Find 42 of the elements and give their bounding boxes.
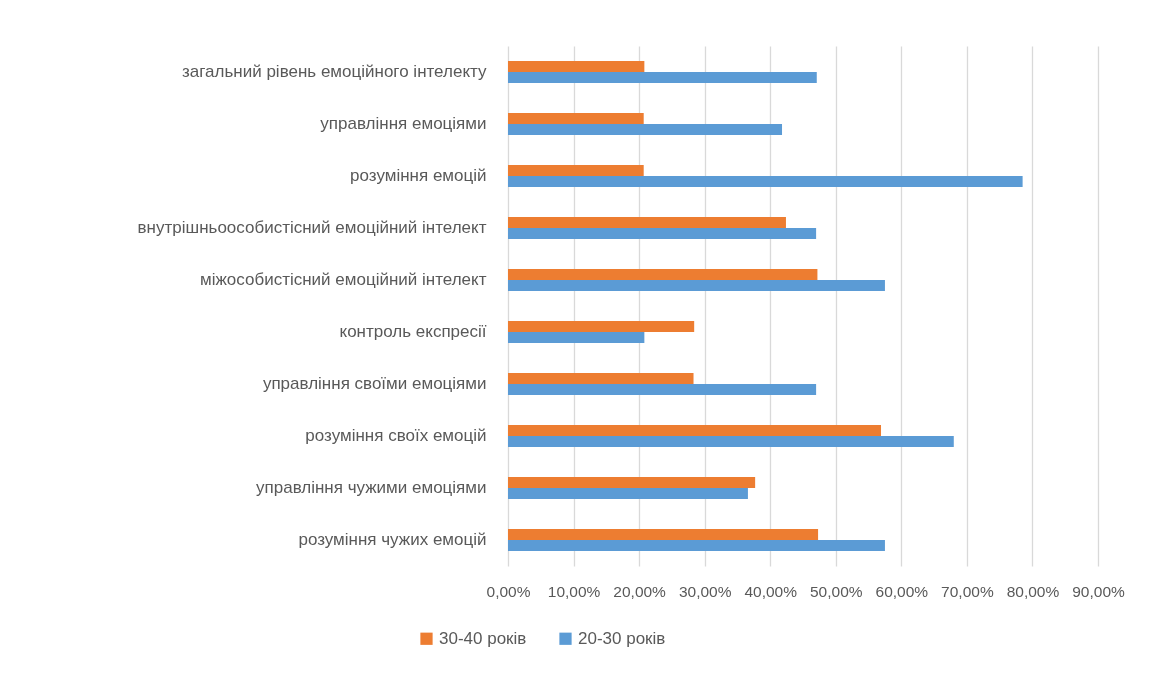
y-tick-label: управління емоціями [320, 114, 487, 133]
bar [508, 321, 695, 332]
bar [508, 269, 818, 280]
bar [508, 217, 786, 228]
y-tick-label: розуміння своїх емоцій [305, 426, 487, 445]
y-tick-label: розуміння емоцій [350, 166, 487, 185]
bar [508, 436, 954, 447]
bar [508, 61, 645, 72]
bar [508, 113, 644, 124]
bar [508, 477, 756, 488]
x-tick-label: 90,00% [1072, 582, 1125, 600]
x-tick-label: 70,00% [941, 582, 994, 600]
bar [508, 488, 748, 499]
legend-label: 20-30 років [578, 628, 666, 648]
bar [508, 228, 817, 239]
bar [508, 373, 694, 384]
y-tick-label: міжособистісний емоційний інтелект [200, 270, 487, 289]
bar [508, 332, 645, 343]
x-tick-label: 80,00% [1006, 582, 1060, 600]
legend-label: 30-40 років [439, 628, 527, 648]
bar [508, 540, 885, 551]
bar [508, 72, 817, 83]
bar [508, 280, 885, 291]
x-tick-label: 60,00% [875, 582, 929, 600]
y-tick-label: управління чужими емоціями [256, 478, 487, 497]
y-tick-label: внутрішньоособистісний емоційний інтелект [137, 218, 487, 237]
y-tick-label: управління своїми емоціями [262, 374, 487, 393]
bar [508, 124, 783, 135]
y-tick-label: загальний рівень емоційного інтелекту [182, 62, 487, 81]
bar [508, 165, 644, 176]
y-tick-label: розуміння чужих емоцій [298, 530, 487, 549]
bar [508, 529, 819, 540]
y-tick-label: контроль експресії [339, 322, 487, 341]
x-tick-label: 20,00% [613, 582, 667, 600]
x-tick-label: 0,00% [486, 582, 531, 600]
bar [508, 425, 882, 436]
x-tick-label: 30,00% [678, 582, 732, 600]
x-tick-label: 40,00% [744, 582, 798, 600]
bar [508, 384, 817, 395]
x-tick-label: 50,00% [809, 582, 863, 600]
x-tick-label: 10,00% [547, 582, 601, 600]
bar [508, 176, 1023, 187]
